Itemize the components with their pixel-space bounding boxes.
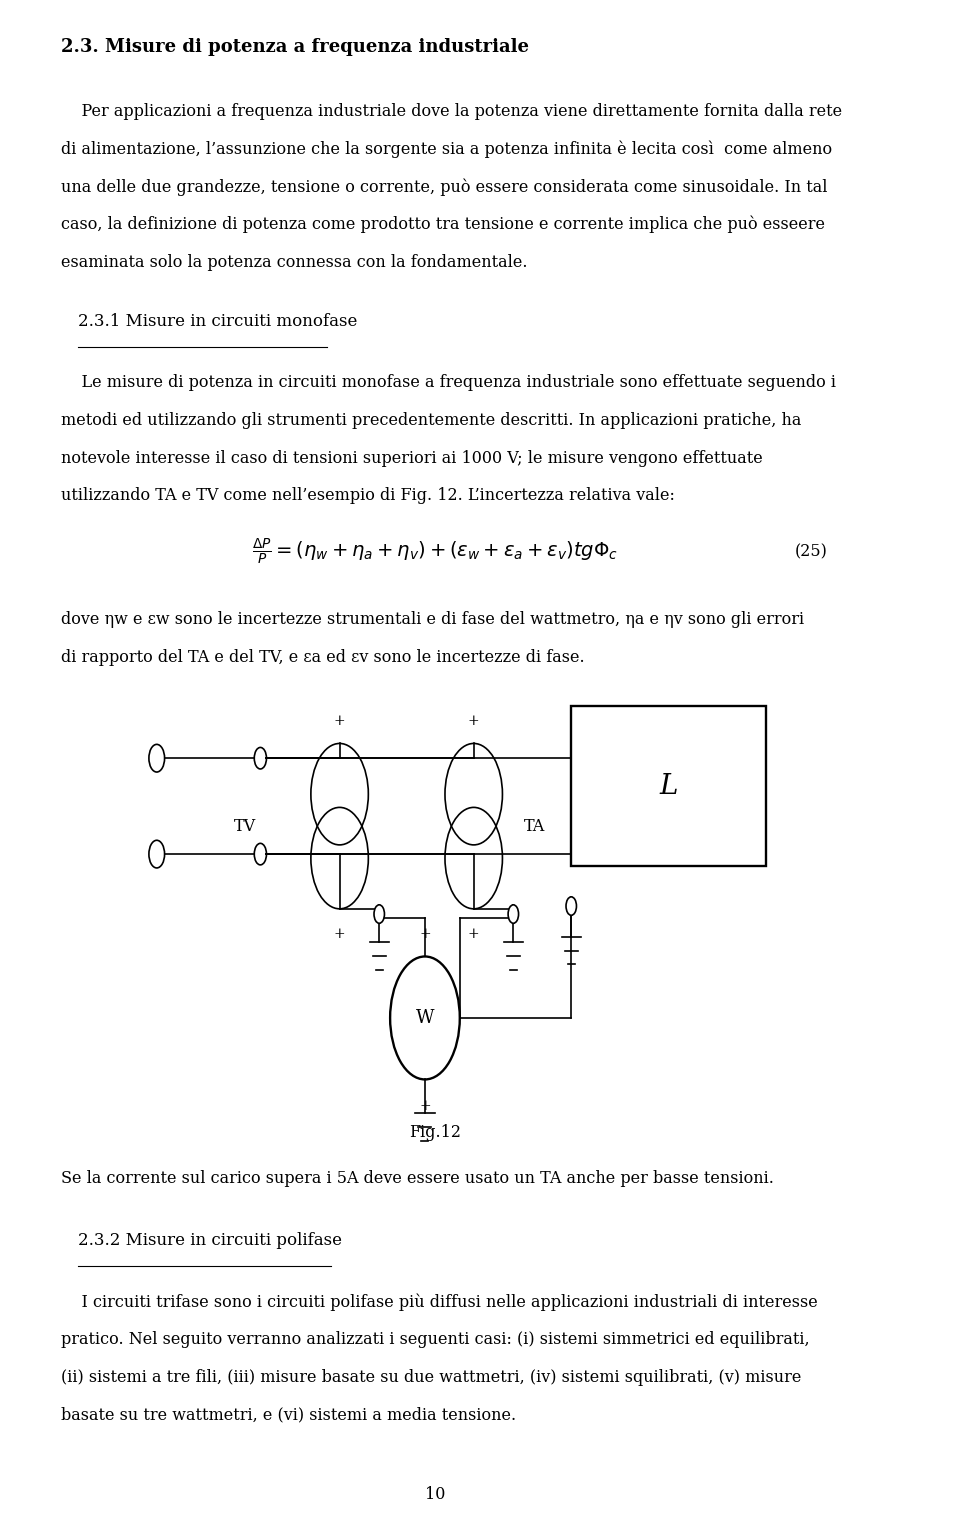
Text: notevole interesse il caso di tensioni superiori ai 1000 V; le misure vengono ef: notevole interesse il caso di tensioni s…	[60, 449, 762, 467]
Text: TV: TV	[234, 818, 256, 835]
Text: metodi ed utilizzando gli strumenti precedentemente descritti. In applicazioni p: metodi ed utilizzando gli strumenti prec…	[60, 412, 802, 429]
Text: +: +	[334, 715, 346, 729]
Circle shape	[566, 896, 576, 915]
Text: +: +	[420, 927, 431, 941]
Bar	[571, 705, 766, 865]
Circle shape	[374, 905, 384, 924]
Text: TA: TA	[524, 818, 545, 835]
Text: +: +	[468, 715, 480, 729]
Text: $\frac{\Delta P}{P} = \left(\eta_w + \eta_a + \eta_v\right) + \left(\varepsilon_: $\frac{\Delta P}{P} = \left(\eta_w + \et…	[252, 536, 618, 567]
Text: una delle due grandezze, tensione o corrente, può essere considerata come sinuso: una delle due grandezze, tensione o corr…	[60, 178, 828, 195]
Text: +: +	[420, 1099, 431, 1113]
Text: +: +	[334, 927, 346, 941]
Text: 2.3.1 Misure in circuiti monofase: 2.3.1 Misure in circuiti monofase	[79, 312, 358, 330]
Text: L: L	[660, 773, 678, 799]
Text: I circuiti trifase sono i circuiti polifase più diffusi nelle applicazioni indus: I circuiti trifase sono i circuiti polif…	[60, 1293, 818, 1311]
Text: pratico. Nel seguito verranno analizzati i seguenti casi: (i) sistemi simmetrici: pratico. Nel seguito verranno analizzati…	[60, 1331, 809, 1348]
Text: Fig.12: Fig.12	[409, 1124, 462, 1142]
Text: Per applicazioni a frequenza industriale dove la potenza viene direttamente forn: Per applicazioni a frequenza industriale…	[60, 103, 842, 120]
Text: 2.3.2 Misure in circuiti polifase: 2.3.2 Misure in circuiti polifase	[79, 1231, 343, 1250]
Text: Se la corrente sul carico supera i 5A deve essere usato un TA anche per basse te: Se la corrente sul carico supera i 5A de…	[60, 1170, 774, 1188]
Text: dove ηw e εw sono le incertezze strumentali e di fase del wattmetro, ηa e ηv son: dove ηw e εw sono le incertezze strument…	[60, 610, 804, 629]
Text: utilizzando TA e TV come nell’esempio di Fig. 12. L’incertezza relativa vale:: utilizzando TA e TV come nell’esempio di…	[60, 487, 675, 504]
Text: Le misure di potenza in circuiti monofase a frequenza industriale sono effettuat: Le misure di potenza in circuiti monofas…	[60, 373, 836, 392]
Circle shape	[508, 905, 518, 924]
Text: 10: 10	[425, 1486, 445, 1503]
Text: (25): (25)	[794, 543, 828, 561]
Text: (ii) sistemi a tre fili, (iii) misure basate su due wattmetri, (iv) sistemi squi: (ii) sistemi a tre fili, (iii) misure ba…	[60, 1368, 802, 1386]
Text: di alimentazione, l’assunzione che la sorgente sia a potenza infinita è lecita c: di alimentazione, l’assunzione che la so…	[60, 141, 832, 158]
Text: basate su tre wattmetri, e (vi) sistemi a media tensione.: basate su tre wattmetri, e (vi) sistemi …	[60, 1406, 516, 1423]
Text: caso, la definizione di potenza come prodotto tra tensione e corrente implica ch: caso, la definizione di potenza come pro…	[60, 215, 825, 234]
Text: esaminata solo la potenza connessa con la fondamentale.: esaminata solo la potenza connessa con l…	[60, 254, 527, 271]
Text: W: W	[416, 1008, 434, 1027]
Text: 2.3. Misure di potenza a frequenza industriale: 2.3. Misure di potenza a frequenza indus…	[60, 38, 529, 57]
Text: di rapporto del TA e del TV, e εa ed εv sono le incertezze di fase.: di rapporto del TA e del TV, e εa ed εv …	[60, 649, 585, 666]
Text: +: +	[468, 927, 480, 941]
